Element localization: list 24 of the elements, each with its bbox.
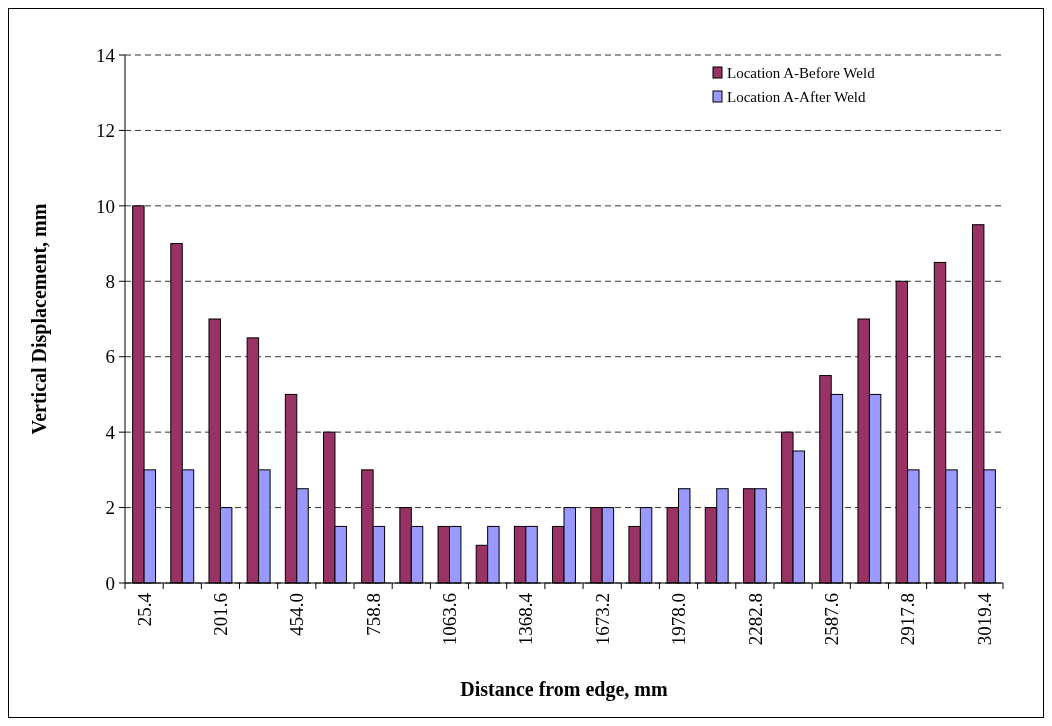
x-tick-label: 1368.4 [515,592,537,646]
x-tick-label: 201.6 [210,593,232,636]
y-tick-label: 8 [105,270,115,292]
x-tick-label: 2587.6 [820,593,842,646]
y-tick-label: 2 [105,497,115,519]
x-tick-label: 1063.6 [439,593,461,646]
x-tick-label: 3019.4 [973,592,995,646]
y-tick-label: 0 [105,572,115,594]
y-tick-label: 6 [105,346,115,368]
y-tick-label: 14 [96,44,116,66]
legend-label: Location A-After Weld [727,89,866,106]
legend-label: Location A-Before Weld [727,65,876,82]
x-tick-label: 1673.2 [591,593,613,646]
x-tick-label: 2917.8 [897,593,919,646]
y-axis-title: Vertical Displacement, mm [28,203,51,435]
x-tick-label: 758.8 [362,593,384,636]
y-tick-label: 12 [96,120,115,142]
x-axis-title: Distance from edge, mm [460,678,669,701]
x-tick-label: 1978.0 [668,593,690,646]
x-tick-label: 454.0 [286,593,308,636]
x-tick-label: 2282.8 [744,593,766,646]
y-tick-label: 4 [105,421,116,443]
x-tick-label: 25.4 [133,592,155,627]
y-tick-label: 10 [96,195,115,217]
